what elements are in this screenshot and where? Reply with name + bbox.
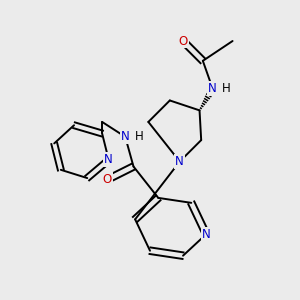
Text: N: N	[121, 130, 130, 143]
Text: N: N	[104, 153, 113, 167]
Text: H: H	[135, 130, 143, 142]
Text: N: N	[175, 155, 184, 168]
Text: H: H	[222, 82, 231, 95]
Text: O: O	[102, 173, 112, 186]
Text: N: N	[208, 82, 217, 95]
Text: N: N	[202, 228, 211, 241]
Text: O: O	[178, 34, 188, 47]
